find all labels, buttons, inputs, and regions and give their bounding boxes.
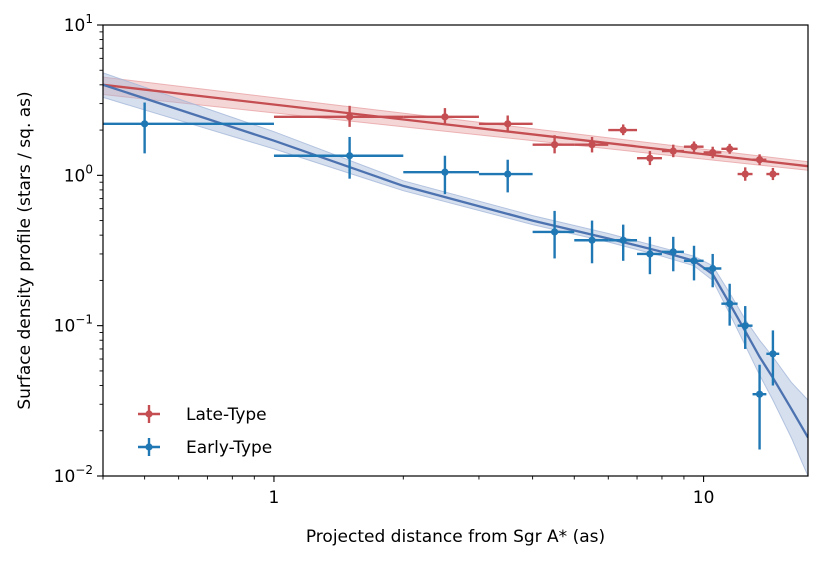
model-band-early-type [103,72,808,476]
point-marker [669,248,677,256]
y-tick-label: 100 [64,162,93,186]
point-marker [755,390,764,398]
data-point-early-type-9 [661,236,684,272]
y-axis-label: Surface density profile (stars / sq. as) [15,91,35,409]
data-point-early-type-3 [403,155,479,195]
data-point-late-type-5 [574,136,609,153]
point-marker [441,113,449,121]
point-marker [619,126,627,134]
point-marker [646,250,654,258]
model-lines [103,83,808,439]
data-point-late-type-9 [683,141,704,152]
point-marker [709,148,717,157]
legend-entry-late-type: Late-Type [138,405,267,425]
legend-label-late-type: Late-Type [186,405,267,425]
data-point-early-type-11 [703,253,722,288]
data-point-late-type-4 [532,135,575,154]
data-point-early-type-6 [574,220,609,264]
point-marker [646,154,654,162]
point-marker [741,170,749,178]
legend-dot [145,410,153,418]
data-point-early-type-1 [103,102,274,154]
data-point-late-type-12 [737,167,753,181]
model-line-late-type [103,83,808,168]
y-tick-label: 101 [64,12,93,36]
legend-dot [145,443,153,451]
point-marker [755,156,764,164]
axis-ticks: 1 10 10−2 10−1 100 101 [54,12,715,508]
legend-label-early-type: Early-Type [186,438,272,458]
point-marker [550,228,559,236]
data-point-late-type-6 [608,124,638,136]
point-marker [726,145,734,153]
data-point-early-type-7 [608,224,638,261]
data-point-late-type-3 [478,115,533,132]
x-tick-label: 10 [693,488,715,508]
x-tick-label: 1 [269,488,280,508]
x-axis-label: Projected distance from Sgr A* (as) [306,527,605,547]
data-point-late-type-13 [752,154,767,166]
data-point-early-type-4 [478,159,533,193]
point-marker [726,300,734,308]
data-point-early-type-12 [721,283,738,326]
legend-marker-late-type [138,405,160,423]
data-point-late-type-1 [273,105,404,127]
point-marker [690,257,698,265]
data-point-early-type-10 [683,245,704,281]
data-point-late-type-14 [766,167,780,181]
legend-marker-early-type [138,438,160,456]
point-marker [550,141,559,149]
y-tick-label: 10−2 [54,463,93,487]
point-marker [769,170,777,178]
data-points [103,102,780,450]
legend: Late-Type Early-Type [118,392,310,466]
model-line-early-type [103,83,808,439]
legend-entry-early-type: Early-Type [138,438,272,458]
data-point-early-type-15 [766,330,780,386]
plot-frame [102,24,809,477]
data-point-late-type-7 [637,151,662,166]
data-point-early-type-13 [737,306,753,349]
data-point-late-type-11 [721,143,738,154]
point-marker [504,170,512,178]
point-marker [441,168,449,176]
data-point-early-type-8 [637,236,662,275]
point-marker [504,120,512,128]
point-marker [709,264,717,273]
data-point-late-type-2 [403,108,479,124]
data-point-late-type-10 [703,146,722,159]
point-marker [346,113,354,121]
point-marker [741,322,749,330]
legend-box [118,392,310,466]
point-marker [588,141,596,149]
y-tick-label: 10−1 [54,313,93,337]
point-marker [669,147,677,155]
data-point-early-type-2 [273,136,404,179]
point-marker [588,236,596,244]
point-marker [346,152,354,160]
point-marker [141,120,149,128]
point-marker [690,143,698,151]
data-point-early-type-14 [752,364,767,450]
point-marker [619,236,627,244]
data-point-early-type-5 [532,210,575,259]
data-point-late-type-8 [661,144,684,158]
point-marker [769,350,777,358]
